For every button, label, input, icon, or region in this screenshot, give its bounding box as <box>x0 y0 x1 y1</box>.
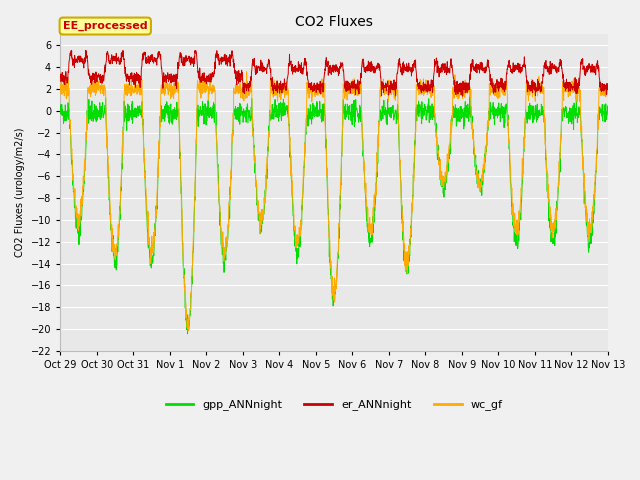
Text: EE_processed: EE_processed <box>63 21 148 31</box>
Title: CO2 Fluxes: CO2 Fluxes <box>295 15 373 29</box>
Y-axis label: CO2 Fluxes (urology/m2/s): CO2 Fluxes (urology/m2/s) <box>15 128 25 257</box>
Legend: gpp_ANNnight, er_ANNnight, wc_gf: gpp_ANNnight, er_ANNnight, wc_gf <box>161 395 507 415</box>
